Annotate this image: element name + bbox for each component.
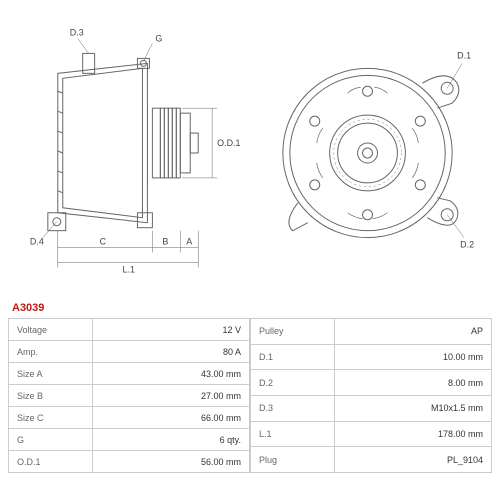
spec-label: Voltage	[9, 319, 93, 341]
spec-label: L.1	[251, 421, 335, 447]
side-view-diagram: D.3 G D.4 C B A L.1 O.D.1	[8, 8, 247, 298]
spec-label: G	[9, 429, 93, 451]
label-a: A	[186, 237, 192, 247]
spec-value: 178.00 mm	[335, 421, 492, 447]
table-row: Size C66.00 mm	[9, 407, 250, 429]
spec-label: D.3	[251, 395, 335, 421]
spec-tables: Voltage12 VAmp.80 ASize A43.00 mmSize B2…	[8, 318, 492, 473]
front-view-diagram: D.1 D.2	[253, 8, 492, 298]
spec-value: PL_9104	[335, 447, 492, 473]
table-row: D.110.00 mm	[251, 344, 492, 370]
spec-label: Size C	[9, 407, 93, 429]
label-d2: D.2	[460, 240, 474, 250]
table-row: Size A43.00 mm	[9, 363, 250, 385]
spec-value: 6 qty.	[93, 429, 250, 451]
spec-value: 56.00 mm	[93, 451, 250, 473]
table-row: Amp.80 A	[9, 341, 250, 363]
table-row: D.3M10x1.5 mm	[251, 395, 492, 421]
table-row: Voltage12 V	[9, 319, 250, 341]
spec-label: D.2	[251, 370, 335, 396]
table-row: O.D.156.00 mm	[9, 451, 250, 473]
spec-value: 27.00 mm	[93, 385, 250, 407]
spec-label: Pulley	[251, 319, 335, 345]
table-row: PulleyAP	[251, 319, 492, 345]
spec-value: 43.00 mm	[93, 363, 250, 385]
label-g: G	[155, 33, 162, 43]
table-row: D.28.00 mm	[251, 370, 492, 396]
spec-value: 10.00 mm	[335, 344, 492, 370]
spec-table-left: Voltage12 VAmp.80 ASize A43.00 mmSize B2…	[8, 318, 250, 473]
spec-label: D.1	[251, 344, 335, 370]
label-c: C	[100, 237, 107, 247]
spec-value: 12 V	[93, 319, 250, 341]
table-row: Size B27.00 mm	[9, 385, 250, 407]
spec-table-right: PulleyAPD.110.00 mmD.28.00 mmD.3M10x1.5 …	[250, 318, 492, 473]
spec-value: M10x1.5 mm	[335, 395, 492, 421]
spec-label: Amp.	[9, 341, 93, 363]
table-row: PlugPL_9104	[251, 447, 492, 473]
spec-value: 80 A	[93, 341, 250, 363]
label-d3: D.3	[70, 27, 84, 37]
spec-value: 8.00 mm	[335, 370, 492, 396]
spec-label: O.D.1	[9, 451, 93, 473]
table-row: L.1178.00 mm	[251, 421, 492, 447]
spec-value: 66.00 mm	[93, 407, 250, 429]
spec-label: Size A	[9, 363, 93, 385]
label-l1: L.1	[123, 265, 135, 275]
label-d4: D.4	[30, 237, 44, 247]
spec-label: Plug	[251, 447, 335, 473]
diagram-area: D.3 G D.4 C B A L.1 O.D.1	[8, 8, 492, 298]
label-b: B	[162, 237, 168, 247]
label-d1: D.1	[457, 50, 471, 60]
part-code: A3039	[8, 302, 492, 314]
label-od1: O.D.1	[217, 138, 240, 148]
table-row: G6 qty.	[9, 429, 250, 451]
spec-value: AP	[335, 319, 492, 345]
spec-label: Size B	[9, 385, 93, 407]
